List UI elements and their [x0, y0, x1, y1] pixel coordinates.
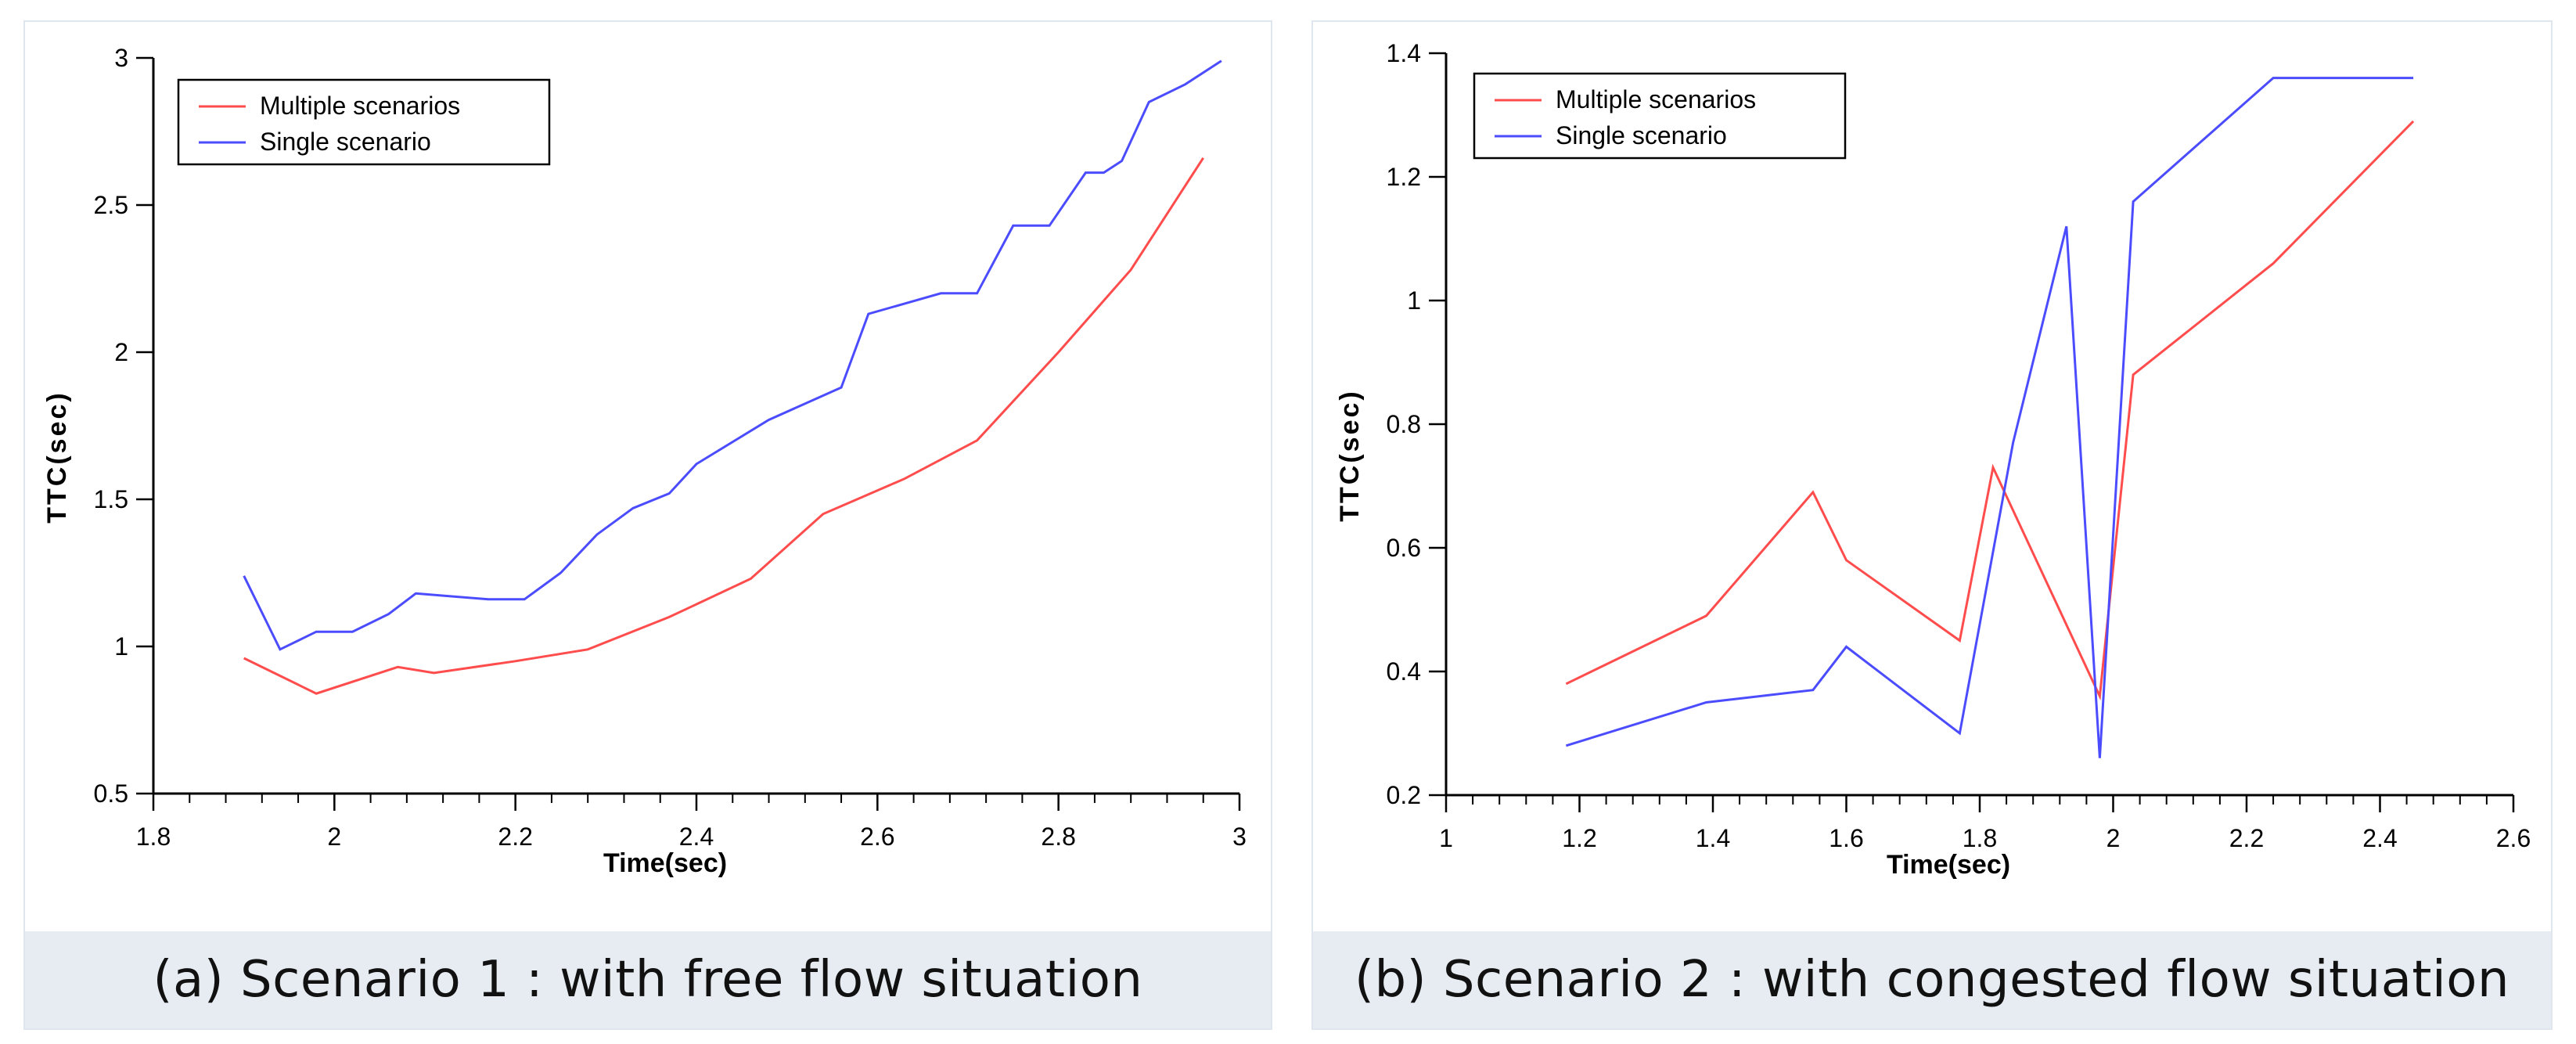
- chart-b-svg: 1 1.2 1.4 1.6 1.8 2 2.2 2.4 2.6 0.2 0.4 0.6 0.8 1 1.2 1…: [1335, 39, 2531, 880]
- caption-b: (b) Scenario 2 : with congested flow sit…: [1313, 931, 2551, 1028]
- chart-b-series-line-multiple: [1565, 120, 2415, 701]
- chart-a-series-line-single: [243, 59, 1222, 651]
- chart-b-y-tick-label: 1: [1407, 286, 1421, 315]
- chart-a-x-axis-title: Time(sec): [603, 848, 727, 878]
- chart-a-x-tick-label: 1.8: [136, 823, 171, 851]
- chart-b-x-tick-label: 1.2: [1562, 824, 1596, 852]
- chart-a-x-tick-label: 2: [327, 823, 341, 851]
- chart-b-x-tick-label: 2.2: [2229, 824, 2264, 852]
- chart-b-y-axis-title: TTC(sec): [1335, 389, 1365, 521]
- chart-a-legend-label: Single scenario: [260, 128, 431, 156]
- chart-b-y-tick-label: 0.4: [1387, 657, 1421, 686]
- chart-a-y-tick-label: 2.5: [94, 191, 128, 219]
- chart-a-y-tick-label: 3: [114, 44, 128, 72]
- chart-a-y-tick-label: 1.5: [94, 485, 128, 513]
- chart-a-legend-box: [177, 78, 551, 166]
- chart-b-y-tick-label: 1.2: [1387, 163, 1421, 191]
- chart-b-y-tick-label: 0.2: [1387, 781, 1421, 809]
- chart-b-x-tick-label: 2.6: [2496, 824, 2531, 852]
- chart-a-x-tick-label: 2.6: [860, 823, 894, 851]
- chart-a-x-tick-label: 2.2: [498, 823, 532, 851]
- chart-b-y-tick-label: 1.4: [1387, 39, 1421, 67]
- chart-a-x-tick-label: 3: [1232, 823, 1247, 851]
- chart-a-series-line-multiple: [243, 157, 1204, 695]
- chart-b-legend-label: Multiple scenarios: [1556, 85, 1756, 113]
- chart-b-x-tick-label: 1: [1439, 824, 1453, 852]
- chart-b-x-tick-label: 2.4: [2362, 824, 2397, 852]
- chart-b-x-tick-label: 2: [2106, 824, 2121, 852]
- chart-a-legend-label: Multiple scenarios: [260, 92, 460, 120]
- chart-b-y-tick-label: 0.6: [1387, 534, 1421, 562]
- chart-b-x-axis-title: Time(sec): [1887, 850, 2010, 880]
- chart-b-x-tick-label: 1.4: [1696, 824, 1730, 852]
- chart-b-legend-box: [1473, 72, 1847, 160]
- chart-b-x-tick-label: 1.8: [1963, 824, 1997, 852]
- chart-panel-a: 1.8 2 2.2 2.4 2.6 2.8 3 0.5 1 1.5 2 2.5 3 Time(sec) TT…: [23, 20, 1272, 1030]
- chart-panel-b: 1 1.2 1.4 1.6 1.8 2 2.2 2.4 2.6 0.2 0.4 0.6 0.8 1 1.2 1…: [1311, 20, 2553, 1030]
- chart-a-x-tick-label: 2.4: [679, 823, 714, 851]
- chart-a-y-axis-title: TTC(sec): [42, 391, 72, 523]
- chart-b-x-tick-label: 1.6: [1829, 824, 1863, 852]
- chart-b-series-line-single: [1565, 77, 2414, 758]
- chart-b-legend-label: Single scenario: [1556, 121, 1727, 149]
- chart-a-y-tick-label: 0.5: [94, 779, 128, 808]
- chart-a-y-tick-label: 2: [114, 338, 128, 366]
- chart-a-x-tick-label: 2.8: [1041, 823, 1075, 851]
- chart-a-y-tick-label: 1: [114, 632, 128, 661]
- chart-a-svg: 1.8 2 2.2 2.4 2.6 2.8 3 0.5 1 1.5 2 2.5 3 Time(sec) TT…: [42, 44, 1247, 878]
- caption-a: (a) Scenario 1 : with free flow situatio…: [25, 931, 1271, 1028]
- chart-b-y-tick-label: 0.8: [1387, 410, 1421, 438]
